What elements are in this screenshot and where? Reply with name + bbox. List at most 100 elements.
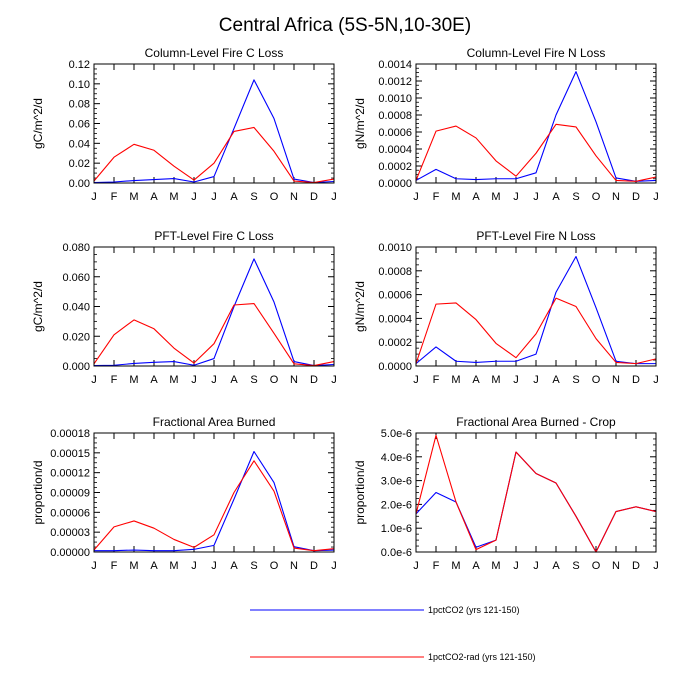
y-tick-label: 0.04	[69, 138, 90, 150]
y-tick-label: 0.040	[62, 302, 90, 314]
y-tick-label: 0.020	[62, 331, 90, 343]
series-line-1pctco2	[415, 451, 657, 553]
series-line-1pctco2	[94, 450, 335, 552]
x-tick-label: A	[552, 374, 560, 386]
panel-4: PFT-Level Fire N Loss gN/m^2/d 0.0000 0.000…	[353, 229, 659, 386]
x-tick-label: M	[491, 560, 500, 572]
y-tick-label: 0.10	[69, 79, 90, 91]
y-tick-label: 0.0012	[378, 76, 412, 88]
x-tick-label: F	[433, 191, 440, 203]
x-tick-label: A	[472, 560, 480, 572]
panel-6: Fractional Area Burned - Crop proportion/…	[353, 415, 659, 572]
legend-label: 1pctCO2-rad (yrs 121-150)	[428, 652, 536, 662]
x-tick-label: J	[91, 191, 97, 203]
x-tick-label: J	[413, 374, 419, 386]
y-tick-label: 0.00012	[50, 468, 90, 480]
x-tick-label: O	[270, 374, 279, 386]
plot-frame	[415, 63, 657, 184]
x-tick-label: O	[592, 374, 601, 386]
series-line-1pctco2-rad	[415, 434, 657, 553]
x-tick-label: J	[413, 191, 419, 203]
y-tick-label: 0.00018	[50, 428, 90, 440]
x-tick-label: M	[169, 560, 178, 572]
plot-frame	[93, 246, 335, 367]
x-tick-label: O	[592, 191, 601, 203]
panel-title: Column-Level Fire N Loss	[467, 46, 606, 60]
x-tick-label: F	[433, 560, 440, 572]
series-line-1pctco2-rad	[415, 123, 657, 182]
x-tick-label: D	[632, 191, 640, 203]
y-axis-label: gN/m^2/d	[353, 281, 367, 332]
x-tick-label: J	[533, 191, 539, 203]
x-tick-label: D	[310, 374, 318, 386]
y-tick-label: 5.0e-6	[381, 428, 412, 440]
x-tick-label: F	[111, 560, 118, 572]
x-tick-label: J	[533, 374, 539, 386]
y-tick-label: 0.0000	[378, 361, 412, 373]
y-tick-label: 0.0e-6	[381, 547, 412, 559]
series-line-1pctco2-rad	[93, 302, 335, 367]
x-tick-label: D	[632, 560, 640, 572]
y-axis-label: proportion/d	[31, 460, 45, 524]
x-tick-label: J	[513, 191, 519, 203]
y-tick-label: 0.00015	[50, 448, 90, 460]
plot-frame	[415, 246, 657, 367]
x-tick-label: S	[250, 560, 257, 572]
x-tick-label: A	[230, 374, 238, 386]
x-tick-label: S	[572, 374, 579, 386]
x-tick-label: J	[653, 191, 659, 203]
x-tick-label: M	[129, 374, 138, 386]
y-tick-label: 3.0e-6	[381, 476, 412, 488]
y-axis-label: proportion/d	[353, 460, 367, 524]
y-axis-label: gC/m^2/d	[31, 281, 45, 332]
x-tick-label: A	[472, 374, 480, 386]
x-tick-label: A	[552, 560, 560, 572]
y-tick-label: 0.060	[62, 272, 90, 284]
y-tick-label: 0.0002	[378, 337, 412, 349]
x-tick-label: D	[310, 191, 318, 203]
y-tick-label: 0.06	[69, 119, 90, 131]
panel-title: Fractional Area Burned	[153, 415, 276, 429]
y-tick-label: 0.00	[69, 178, 90, 190]
y-tick-label: 0.000	[62, 361, 90, 373]
x-tick-label: A	[552, 191, 560, 203]
x-tick-label: J	[513, 560, 519, 572]
x-tick-label: N	[612, 560, 620, 572]
panel-title: PFT-Level Fire C Loss	[154, 229, 273, 243]
x-tick-label: O	[270, 560, 279, 572]
series-line-1pctco2	[93, 258, 335, 367]
figure-title: Central Africa (5S-5N,10-30E)	[219, 15, 471, 36]
x-tick-label: M	[169, 191, 178, 203]
x-tick-label: J	[653, 374, 659, 386]
x-tick-label: M	[491, 191, 500, 203]
legend-label: 1pctCO2 (yrs 121-150)	[428, 605, 520, 615]
x-tick-label: M	[451, 560, 460, 572]
x-tick-label: A	[150, 560, 158, 572]
y-tick-label: 0.02	[69, 158, 90, 170]
x-tick-label: A	[150, 191, 158, 203]
y-tick-label: 2.0e-6	[381, 499, 412, 511]
x-tick-label: M	[169, 374, 178, 386]
y-tick-label: 0.0006	[378, 127, 412, 139]
x-tick-label: J	[211, 191, 217, 203]
panel-5: Fractional Area Burned proportion/d 0.0000…	[31, 415, 337, 572]
x-tick-label: D	[632, 374, 640, 386]
y-tick-label: 0.0004	[378, 313, 412, 325]
y-tick-label: 0.0006	[378, 290, 412, 302]
y-tick-label: 4.0e-6	[381, 452, 412, 464]
x-tick-label: J	[191, 560, 197, 572]
x-tick-label: S	[250, 374, 257, 386]
x-tick-label: F	[111, 374, 118, 386]
y-tick-label: 0.0000	[378, 178, 412, 190]
panel-title: Fractional Area Burned - Crop	[456, 415, 616, 429]
x-tick-label: A	[230, 191, 238, 203]
y-tick-label: 0.00003	[50, 527, 90, 539]
x-tick-label: M	[129, 560, 138, 572]
y-tick-label: 0.0014	[378, 59, 412, 71]
y-axis-label: gC/m^2/d	[31, 98, 45, 149]
x-tick-label: J	[331, 191, 337, 203]
x-tick-label: J	[331, 374, 337, 386]
legend: 1pctCO2 (yrs 121-150) 1pctCO2-rad (yrs 12…	[250, 605, 536, 662]
y-tick-label: 1.0e-6	[381, 523, 412, 535]
y-tick-label: 0.0008	[378, 110, 412, 122]
